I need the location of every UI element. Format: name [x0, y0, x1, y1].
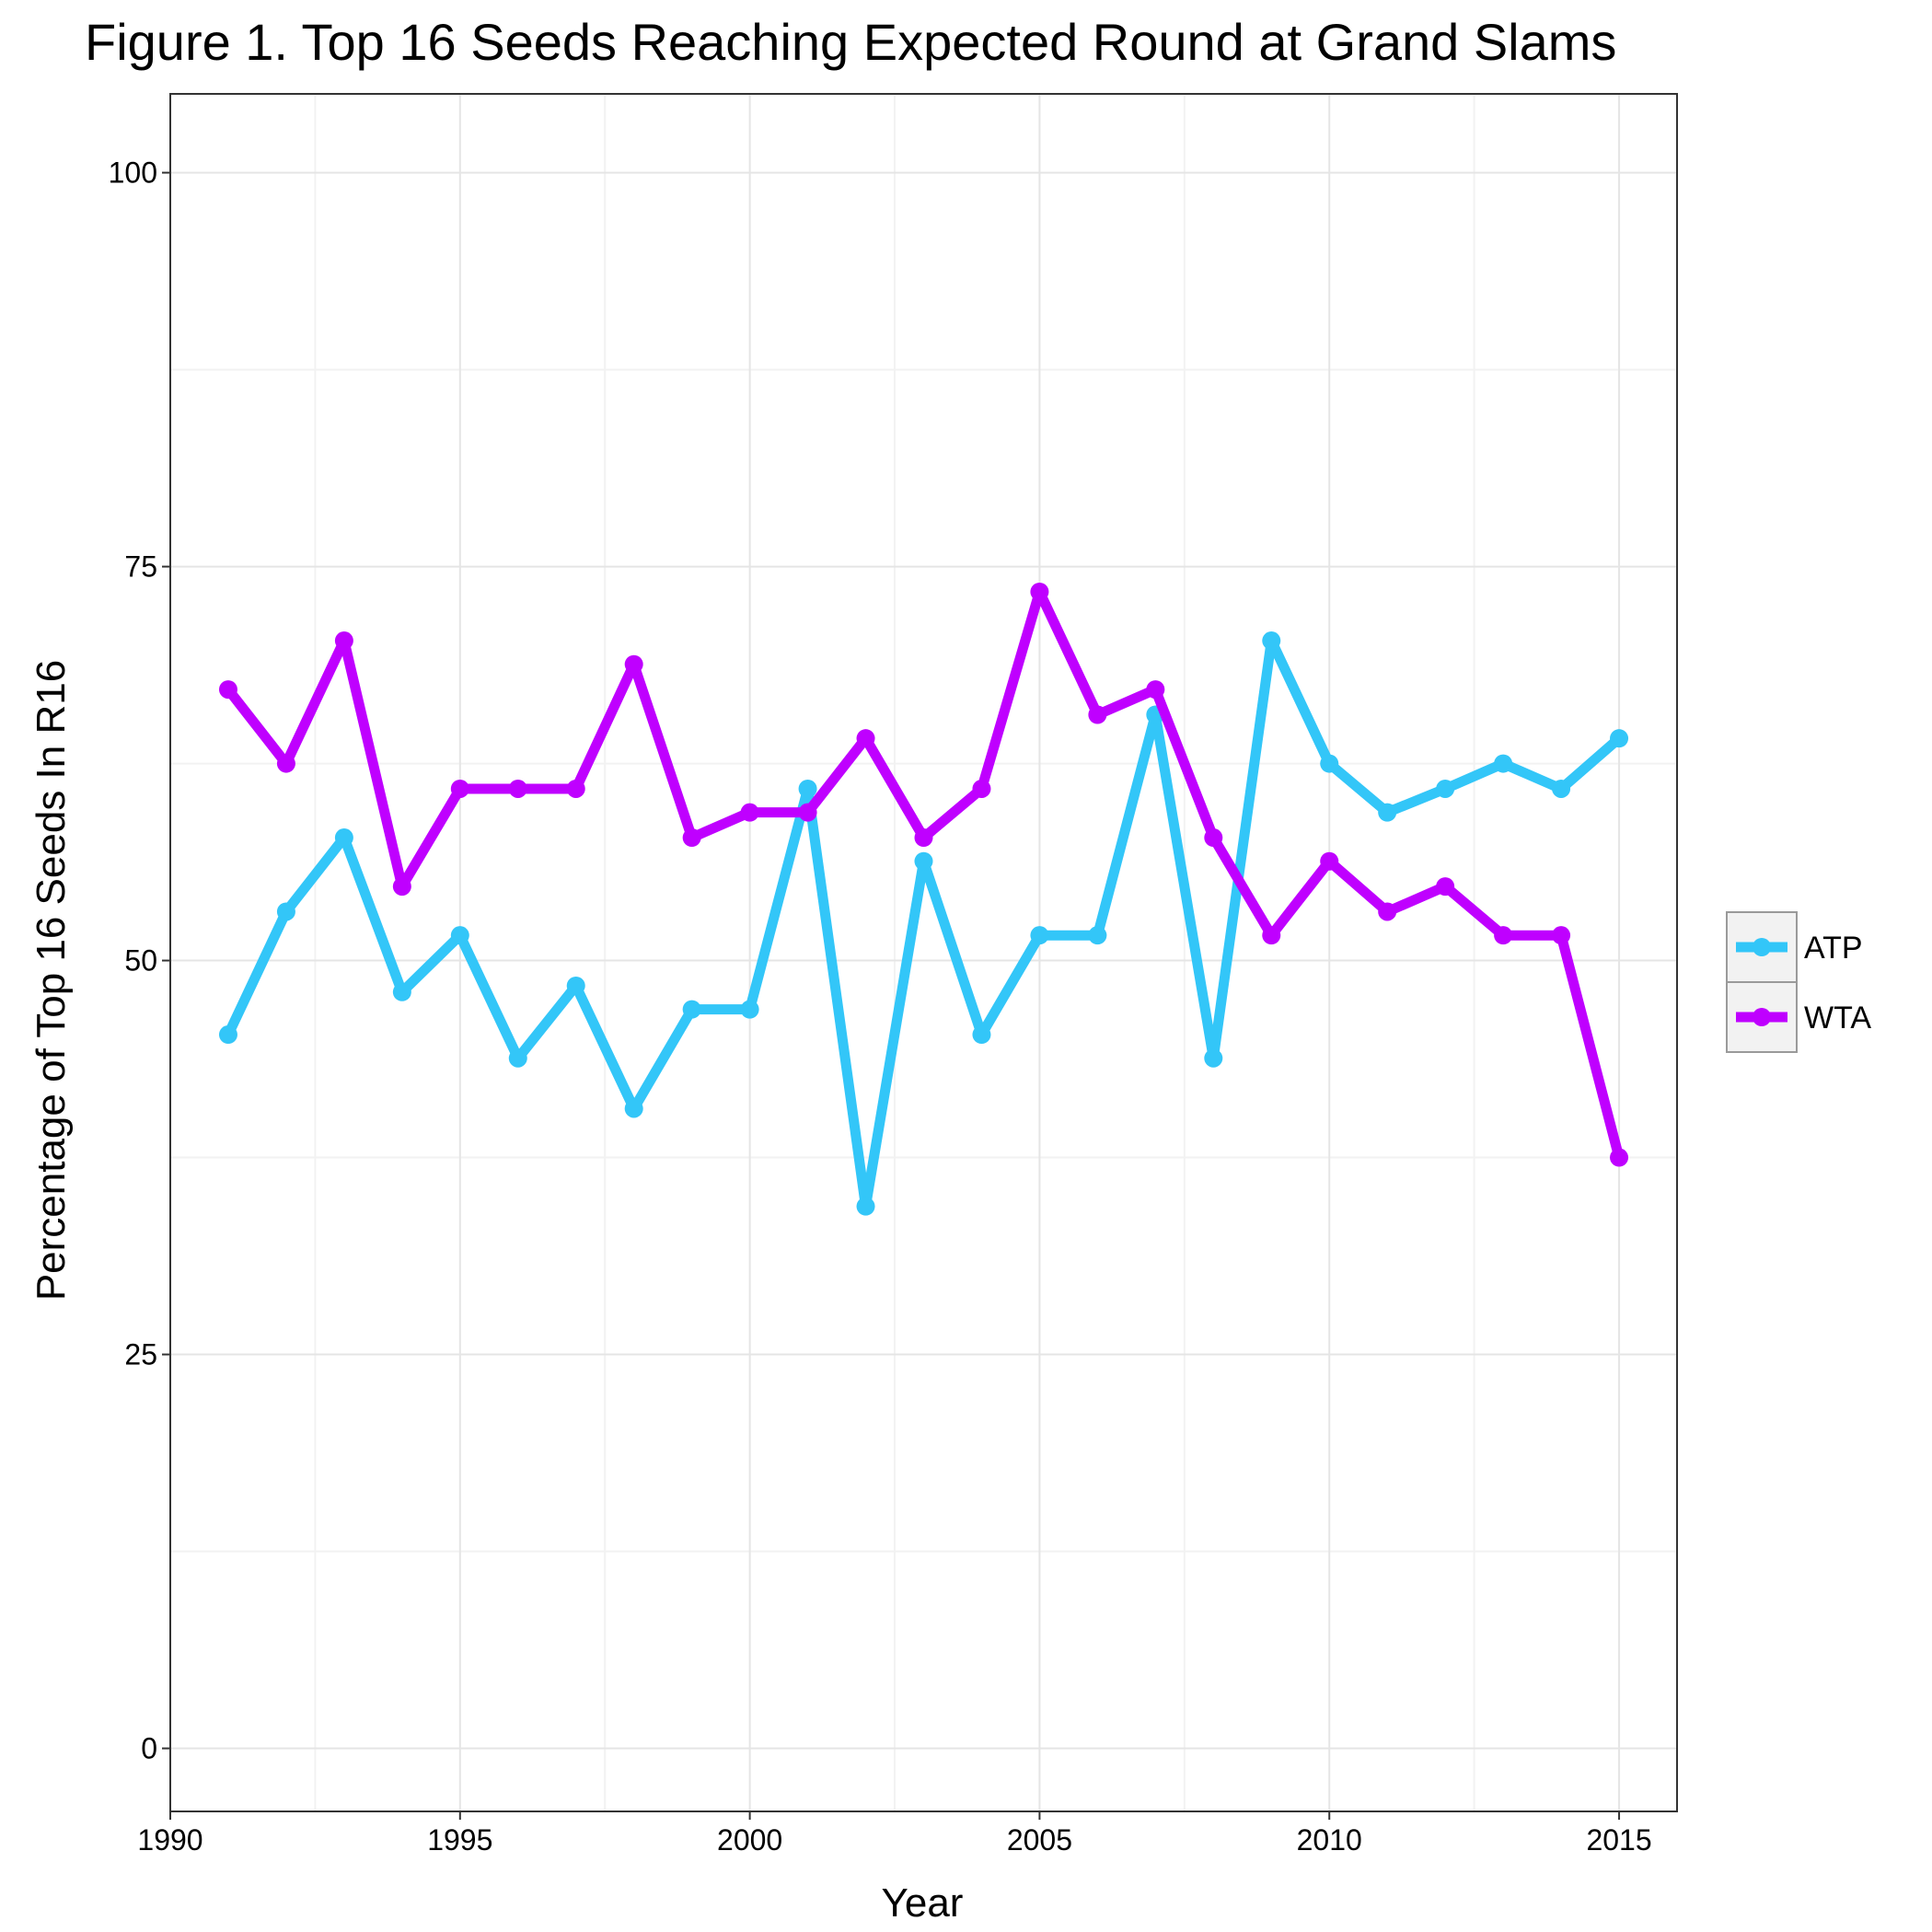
data-point-atp [393, 983, 411, 1001]
data-point-atp [1378, 804, 1396, 822]
legend-key-point-wta [1753, 1008, 1771, 1026]
data-point-atp [625, 1099, 643, 1117]
y-tick-label: 25 [124, 1338, 157, 1371]
data-point-wta [277, 755, 295, 773]
data-point-atp [799, 780, 817, 798]
data-point-wta [1610, 1149, 1628, 1167]
data-point-wta [915, 828, 933, 847]
data-point-atp [972, 1025, 990, 1044]
data-point-atp [1204, 1049, 1222, 1068]
data-point-wta [1204, 828, 1222, 847]
data-point-wta [741, 804, 759, 822]
data-point-wta [1146, 680, 1164, 699]
data-point-atp [567, 977, 585, 995]
data-point-wta [1552, 926, 1570, 944]
data-point-wta [625, 655, 643, 674]
data-point-wta [451, 780, 469, 798]
data-point-atp [451, 926, 469, 944]
x-tick-label: 1990 [137, 1823, 202, 1857]
y-tick-label: 75 [124, 550, 157, 584]
data-point-atp [335, 828, 353, 847]
data-point-atp [1610, 729, 1628, 747]
x-tick-label: 2010 [1297, 1823, 1362, 1857]
data-point-wta [683, 828, 701, 847]
x-tick-label: 2000 [717, 1823, 782, 1857]
data-point-wta [219, 680, 237, 699]
data-point-wta [1494, 926, 1512, 944]
legend-label-wta: WTA [1804, 1001, 1871, 1035]
data-point-atp [1030, 926, 1048, 944]
chart-title: Figure 1. Top 16 Seeds Reaching Expected… [85, 13, 1616, 71]
data-point-atp [857, 1197, 875, 1216]
data-point-atp [277, 902, 295, 920]
data-point-atp [509, 1049, 527, 1068]
legend-key-point-atp [1753, 938, 1771, 956]
data-point-atp [741, 1001, 759, 1019]
data-point-wta [1436, 877, 1454, 896]
data-point-wta [335, 631, 353, 650]
plot-panel [170, 94, 1677, 1811]
data-point-atp [915, 852, 933, 871]
y-tick-label: 50 [124, 944, 157, 978]
data-point-wta [972, 780, 990, 798]
data-point-wta [1088, 705, 1106, 723]
plot-background [170, 94, 1677, 1811]
data-point-wta [1378, 902, 1396, 920]
data-point-atp [1436, 780, 1454, 798]
y-axis-title: Percentage of Top 16 Seeds In R16 [29, 660, 74, 1301]
x-tick-label: 2005 [1007, 1823, 1072, 1857]
x-axis-title: Year [882, 1880, 964, 1926]
x-tick-label: 1995 [427, 1823, 492, 1857]
data-point-wta [567, 780, 585, 798]
legend-label-atp: ATP [1804, 931, 1863, 966]
data-point-wta [1030, 583, 1048, 601]
data-point-wta [1320, 852, 1338, 871]
data-point-wta [509, 780, 527, 798]
y-tick-label: 100 [109, 156, 157, 190]
data-point-atp [1262, 631, 1280, 650]
data-point-atp [1320, 755, 1338, 773]
data-point-atp [1088, 926, 1106, 944]
data-point-wta [1262, 926, 1280, 944]
data-point-wta [857, 729, 875, 747]
data-point-atp [683, 1001, 701, 1019]
x-tick-label: 2015 [1586, 1823, 1651, 1857]
data-point-wta [393, 877, 411, 896]
data-point-atp [1552, 780, 1570, 798]
data-point-atp [1494, 755, 1512, 773]
data-point-wta [799, 804, 817, 822]
data-point-atp [219, 1025, 237, 1044]
y-tick-label: 0 [141, 1732, 157, 1765]
